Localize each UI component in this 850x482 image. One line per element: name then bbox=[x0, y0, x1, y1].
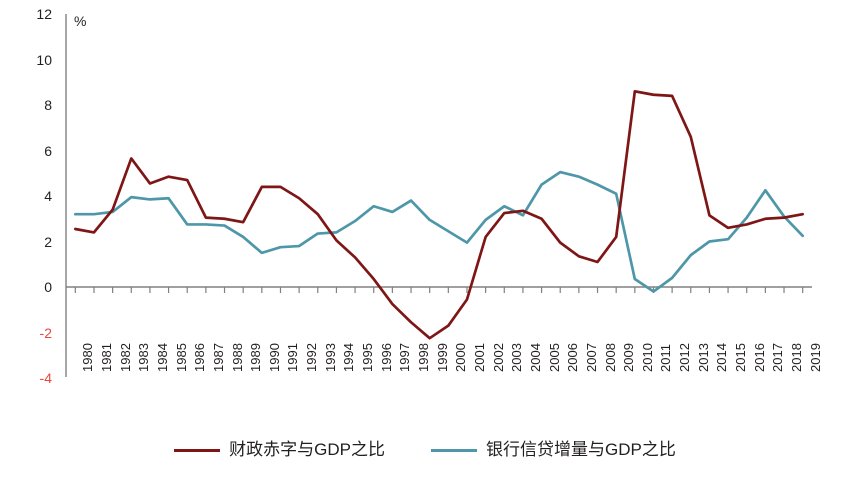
legend-label: 银行信贷增量与GDP之比 bbox=[486, 440, 676, 459]
x-axis-tick-label: 1995 bbox=[360, 343, 376, 372]
legend-line-swatch bbox=[174, 448, 221, 452]
x-axis-tick-label: 2016 bbox=[751, 343, 767, 372]
x-axis-tick-label: 2013 bbox=[695, 343, 711, 372]
x-axis-tick-label: 2000 bbox=[453, 343, 469, 372]
x-axis-tick-label: 1993 bbox=[322, 343, 338, 372]
y-axis-tick-label: 2 bbox=[44, 233, 52, 250]
axis-group bbox=[65, 14, 812, 377]
x-axis-tick-label: 1988 bbox=[229, 343, 245, 372]
legend-entry[interactable]: 财政赤字与GDP之比 bbox=[174, 440, 385, 460]
x-axis-tick-label: 2011 bbox=[658, 344, 674, 372]
legend-label: 财政赤字与GDP之比 bbox=[229, 440, 385, 459]
series-line-bank-credit bbox=[73, 89, 805, 340]
x-axis-tick-label: 1983 bbox=[136, 343, 152, 372]
x-axis-tick-label: 2007 bbox=[583, 343, 599, 372]
x-axis-tick-label: 2017 bbox=[770, 343, 786, 372]
y-axis-tick-label: -4 bbox=[39, 370, 52, 386]
x-axis-tick-label: 1994 bbox=[341, 343, 357, 372]
legend-entry[interactable]: 银行信贷增量与GDP之比 bbox=[431, 440, 676, 460]
x-axis-tick-label: 1987 bbox=[210, 343, 226, 372]
legend-line-swatch bbox=[431, 448, 477, 452]
x-axis-tick-label: 2001 bbox=[471, 343, 487, 372]
y-axis-tick-label: -2 bbox=[39, 324, 52, 341]
y-axis-tick-label: 10 bbox=[36, 51, 52, 68]
x-axis-tick-label: 1981 bbox=[98, 343, 114, 372]
x-axis-tick-label: 1990 bbox=[266, 343, 282, 372]
x-axis-tick-label: 2010 bbox=[639, 343, 655, 372]
y-axis-unit-label: % bbox=[74, 13, 87, 29]
x-axis-tick-label: 1999 bbox=[434, 343, 450, 372]
x-axis-tick-label: 2009 bbox=[621, 343, 637, 372]
x-axis-ticks bbox=[74, 287, 804, 293]
x-axis-tick-label: 2005 bbox=[546, 343, 562, 372]
series-line-fiscal-deficit bbox=[73, 170, 805, 293]
x-axis-tick-label: 2003 bbox=[509, 343, 525, 372]
x-axis-tick-label: 1992 bbox=[304, 343, 320, 372]
x-axis-tick-label: 2002 bbox=[490, 343, 506, 372]
y-axis-tick-label: 6 bbox=[44, 142, 52, 159]
y-axis-tick-label: 12 bbox=[36, 6, 52, 22]
x-axis-tick-label: 1997 bbox=[397, 343, 413, 372]
x-axis-tick-label: 1989 bbox=[248, 343, 264, 372]
chart-legend: 财政赤字与GDP之比 银行信贷增量与GDP之比 bbox=[0, 440, 850, 460]
x-axis-tick-label: 1998 bbox=[416, 343, 432, 372]
x-axis-tick-label: 2012 bbox=[677, 343, 693, 372]
x-axis-tick-label: 1991 bbox=[285, 343, 301, 372]
x-axis-tick-label: 2018 bbox=[789, 343, 805, 372]
x-axis-tick-label: 1985 bbox=[173, 343, 189, 372]
x-axis-tick-label: 1980 bbox=[80, 343, 96, 372]
y-axis-tick-label: 4 bbox=[44, 188, 52, 204]
x-axis-tick-label: 2008 bbox=[602, 343, 618, 372]
x-axis-tick-label: 2015 bbox=[733, 343, 749, 372]
x-axis-tick-label: 1986 bbox=[192, 343, 208, 372]
x-axis-tick-label: 1996 bbox=[378, 343, 394, 372]
x-axis-tick-label: 2014 bbox=[714, 343, 730, 372]
x-axis-tick-label: 1984 bbox=[154, 343, 170, 372]
y-axis-tick-label: 0 bbox=[44, 279, 52, 295]
series-lines bbox=[73, 89, 805, 340]
x-axis-tick-label: 1982 bbox=[117, 343, 133, 372]
x-axis-tick-label: 2006 bbox=[565, 343, 581, 372]
x-axis-tick-label: 2019 bbox=[807, 343, 823, 372]
y-axis-tick-label: 8 bbox=[44, 97, 52, 113]
x-axis-tick-label: 2004 bbox=[527, 343, 543, 372]
